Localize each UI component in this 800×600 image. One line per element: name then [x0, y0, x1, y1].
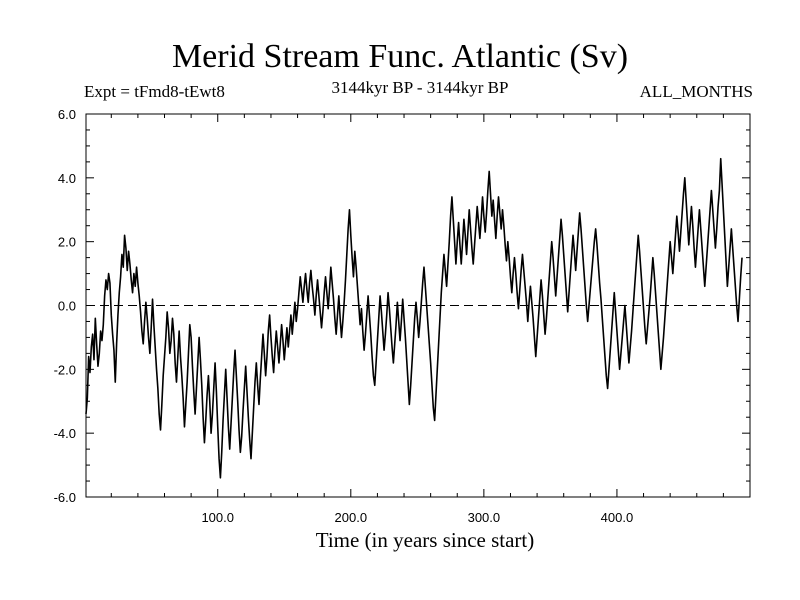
x-tick-label: 300.0 [468, 510, 501, 525]
series-line-0 [85, 157, 743, 479]
x-axis-label: Time (in years since start) [315, 528, 535, 552]
y-tick-label: 0.0 [58, 299, 76, 314]
y-tick-label: 2.0 [58, 235, 76, 250]
experiment-label: Expt = tFmd8-tEwt8 [84, 82, 225, 101]
x-tick-label: 200.0 [335, 510, 368, 525]
time-range-label: 3144kyr BP - 3144kyr BP [331, 78, 509, 97]
months-label: ALL_MONTHS [639, 82, 753, 101]
x-tick-label: 400.0 [601, 510, 634, 525]
y-tick-label: 6.0 [58, 107, 76, 122]
y-tick-label: -6.0 [54, 490, 76, 505]
y-tick-label: -4.0 [54, 426, 76, 441]
y-tick-label: 4.0 [58, 171, 76, 186]
chart-title: Merid Stream Func. Atlantic (Sv) [171, 38, 629, 75]
y-tick-label: -2.0 [54, 362, 76, 377]
x-tick-label: 100.0 [201, 510, 234, 525]
